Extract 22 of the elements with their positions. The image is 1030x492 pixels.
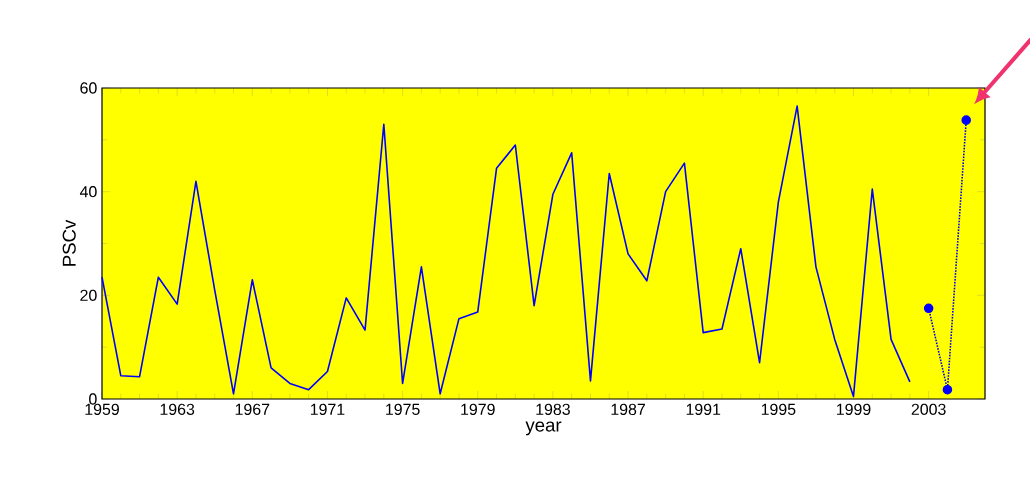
point (961, 115, 971, 125)
y-tick-label: 20 (80, 289, 97, 301)
point (923, 303, 934, 314)
line-series (101, 105, 911, 398)
x-tick-label: 1975 (386, 403, 420, 415)
y-tick-label: 0 (89, 393, 97, 405)
y-tick-label: 40 (79, 186, 97, 198)
x-tick-label: 1963 (160, 403, 195, 415)
x-axis-title: year (525, 421, 562, 436)
x-tick-label: 1987 (611, 403, 645, 415)
y-axis-title: PSCv (62, 219, 76, 266)
x-tick-label: 1979 (461, 403, 495, 415)
x-tick-label: 1995 (761, 403, 796, 415)
point (942, 384, 953, 395)
y-tick-label: 60 (80, 82, 97, 94)
x-tick-label: 1959 (85, 403, 119, 415)
x-tick-label: 2003 (911, 403, 946, 415)
x-tick-label: 1971 (310, 403, 345, 415)
x-tick-label: 1991 (686, 403, 721, 415)
x-tick-label: 1983 (536, 403, 570, 415)
x-tick-label: 1967 (235, 403, 270, 415)
x-tick-label: 1999 (836, 403, 871, 415)
